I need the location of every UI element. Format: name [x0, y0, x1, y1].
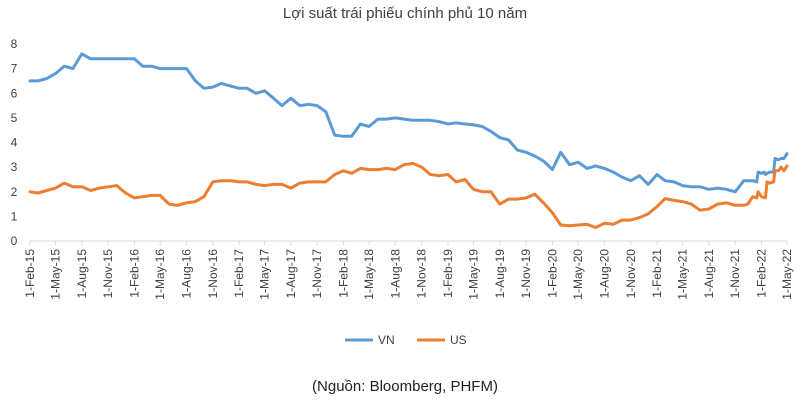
x-tick-label: 1-Aug-16: [179, 249, 193, 299]
x-tick-label: 1-Nov-15: [101, 249, 115, 299]
x-tick-label: 1-Nov-18: [415, 249, 429, 299]
y-tick-label: 4: [11, 136, 18, 150]
x-tick-label: 1-Feb-20: [545, 249, 559, 298]
x-tick-label: 1-Nov-19: [519, 249, 533, 299]
x-tick-label: 1-Nov-20: [624, 249, 638, 299]
x-tick-label: 1-Nov-21: [728, 249, 742, 299]
source-note: (Nguồn: Bloomberg, PHFM): [312, 378, 498, 395]
x-tick-label: 1-Aug-15: [75, 249, 89, 299]
x-tick-label: 1-Nov-16: [206, 249, 220, 299]
x-tick-label: 1-Aug-20: [597, 249, 611, 299]
series-layer: [28, 52, 789, 229]
x-tick-label: 1-May-21: [676, 249, 690, 300]
x-tick-label: 1-May-19: [466, 249, 480, 300]
y-tick-label: 1: [11, 209, 18, 223]
legend-label-us: US: [450, 333, 467, 347]
x-tick-label: 1-May-18: [362, 249, 376, 300]
y-tick-label: 6: [11, 86, 18, 100]
x-tick-label: 1-Nov-17: [310, 249, 324, 299]
x-tick-label: 1-Feb-19: [441, 249, 455, 298]
x-tick-label: 1-Aug-17: [284, 249, 298, 299]
y-tick-label: 0: [11, 234, 18, 248]
y-tick-label: 8: [11, 37, 18, 51]
x-tick-label: 1-Aug-21: [702, 249, 716, 299]
x-tick-label: 1-Feb-16: [127, 249, 141, 298]
x-tick-label: 1-May-15: [48, 249, 62, 300]
y-tick-label: 3: [11, 160, 18, 174]
x-tick-label: 1-May-17: [258, 249, 272, 300]
series-line-vn: [28, 52, 789, 194]
chart-title: Lợi suất trái phiếu chính phủ 10 năm: [283, 5, 527, 22]
x-tick-label: 1-Feb-18: [337, 249, 351, 298]
x-tick-label: 1-Aug-19: [493, 249, 507, 299]
x-tick-label: 1-May-20: [571, 249, 585, 300]
x-tick-label: 1-May-16: [153, 249, 167, 300]
x-tick-label: 1-May-22: [780, 249, 794, 300]
y-tick-label: 7: [11, 62, 18, 76]
y-axis: 0 1 2 3 4 5 6 7 8: [11, 37, 18, 248]
x-tick-label: 1-Aug-18: [388, 249, 402, 299]
legend-label-vn: VN: [378, 333, 395, 347]
series-line-us: [28, 161, 789, 229]
x-tick-label: 1-Feb-22: [755, 249, 769, 298]
x-tick-label: 1-Feb-15: [23, 249, 37, 298]
y-tick-label: 5: [11, 111, 18, 125]
y-tick-label: 2: [11, 185, 18, 199]
legend: VN US: [345, 333, 467, 347]
x-tick-label: 1-Feb-21: [650, 249, 664, 298]
x-axis: 1-Feb-15 1-May-15 1-Aug-15 1-Nov-15 1-Feb-16…: [23, 240, 794, 300]
x-tick-label: 1-Feb-17: [232, 249, 246, 298]
